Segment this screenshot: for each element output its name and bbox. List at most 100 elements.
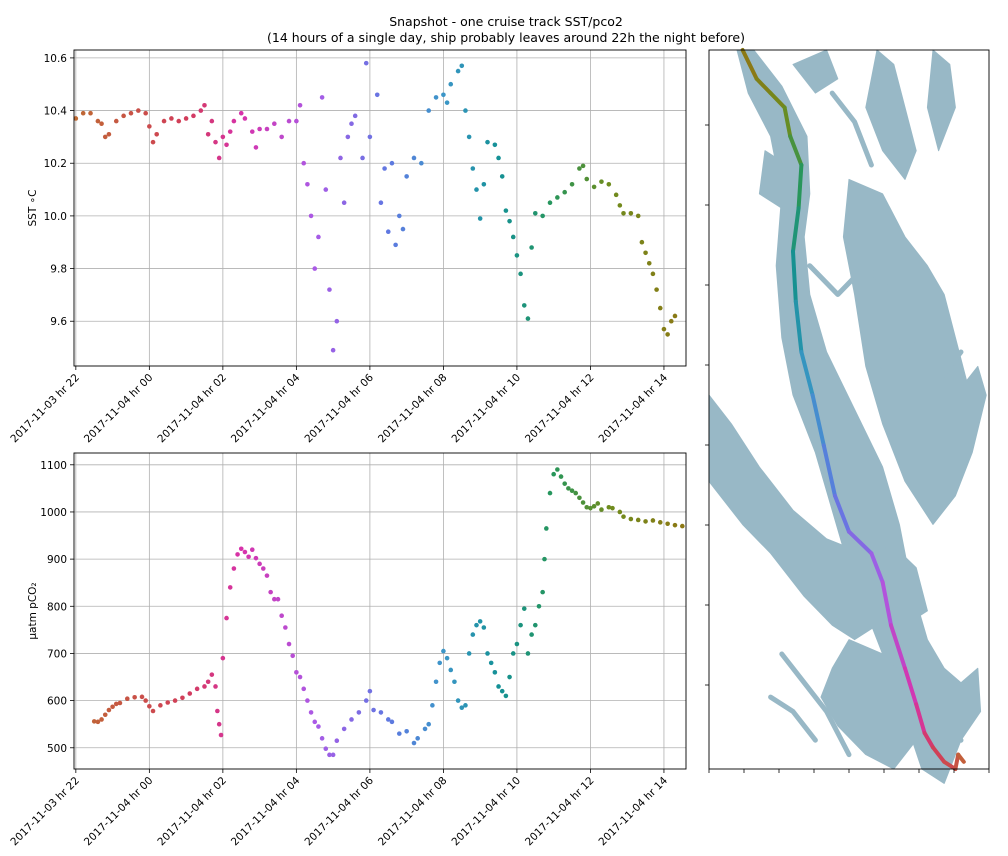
pco2-point xyxy=(591,503,597,509)
pco2-point xyxy=(547,490,553,496)
sst-point xyxy=(485,139,490,145)
sst-point xyxy=(385,229,391,234)
pco2-point xyxy=(110,704,115,710)
sst-point xyxy=(654,287,659,292)
sst-point xyxy=(102,134,108,140)
sst-point xyxy=(510,234,516,240)
pco2-xtick-label: 2017-11-04 hr 00 xyxy=(82,775,156,849)
pco2-point xyxy=(514,641,520,647)
pco2-point xyxy=(610,505,615,511)
sst-point xyxy=(238,110,244,116)
sst-point xyxy=(319,95,325,100)
pco2-point xyxy=(143,698,148,703)
pco2-point xyxy=(194,686,200,692)
pco2-point xyxy=(672,522,678,528)
pco2-point xyxy=(132,695,137,700)
pco2-point xyxy=(257,561,262,567)
pco2-point xyxy=(536,603,542,609)
pco2-point xyxy=(529,632,534,637)
sst-xtick-label: 2017-11-04 hr 06 xyxy=(302,371,376,445)
sst-xtick-label: 2017-11-03 hr 22 xyxy=(8,372,82,446)
sst-point xyxy=(562,189,568,195)
pco2-point xyxy=(316,724,321,729)
sst-point xyxy=(220,134,226,140)
sst-point xyxy=(161,118,167,124)
map-water xyxy=(926,49,956,152)
pco2-point xyxy=(635,517,641,523)
sst-ytick-label: 10.4 xyxy=(44,106,68,118)
pco2-point xyxy=(99,717,104,722)
pco2-point xyxy=(606,504,612,510)
map-track-segment xyxy=(791,249,798,304)
pco2-point xyxy=(172,698,178,703)
pco2-point xyxy=(224,615,229,621)
pco2-point xyxy=(657,520,663,525)
sst-point xyxy=(474,187,479,192)
sst-point xyxy=(459,63,465,69)
sst-point xyxy=(599,179,604,184)
pco2-point xyxy=(205,679,211,685)
map-track-segment xyxy=(914,702,927,736)
sst-point xyxy=(279,134,284,140)
sst-point xyxy=(231,118,237,124)
pco2-point xyxy=(363,698,369,703)
sst-point xyxy=(529,245,534,250)
sst-point xyxy=(400,226,406,232)
pco2-point xyxy=(566,486,571,491)
pco2-point xyxy=(113,701,119,707)
sst-point xyxy=(665,332,670,337)
pco2-point xyxy=(227,585,233,590)
map-channel xyxy=(779,651,852,758)
sst-point xyxy=(294,118,299,124)
sst-point xyxy=(301,160,307,166)
pco2-point xyxy=(117,700,123,706)
sst-point xyxy=(646,261,652,266)
sst-axes-frame xyxy=(73,49,687,367)
pco2-point xyxy=(297,674,303,680)
map-track-segment xyxy=(754,76,773,96)
sst-point xyxy=(113,118,119,124)
pco2-point xyxy=(650,518,656,523)
pco2-point xyxy=(139,694,145,700)
pco2-point xyxy=(411,740,417,746)
map-track-segment xyxy=(869,551,885,585)
pco2-point xyxy=(180,695,185,701)
map-track-segment xyxy=(768,91,787,110)
sst-xtick-label: 2017-11-04 hr 12 xyxy=(523,372,597,446)
sst-point xyxy=(242,116,248,121)
pco2-point xyxy=(272,596,277,602)
map-track-segment xyxy=(942,759,958,771)
figure-title: Snapshot - one cruise track SST/pco2 (14… xyxy=(0,14,1008,46)
sst-point xyxy=(249,129,255,134)
sst-point xyxy=(99,121,104,127)
sst-point xyxy=(507,218,512,224)
sst-ytick-label: 9.8 xyxy=(50,264,67,276)
sst-point xyxy=(257,126,262,132)
pco2-point xyxy=(356,710,362,715)
sst-point xyxy=(128,110,134,116)
map-track-segment xyxy=(833,493,851,534)
pco2-point xyxy=(102,712,108,718)
sst-point xyxy=(525,316,531,321)
pco2-point xyxy=(496,684,501,689)
sst-point xyxy=(426,108,432,113)
pco2-point xyxy=(680,523,685,529)
pco2-point xyxy=(91,719,97,724)
sst-xtick-label: 2017-11-04 hr 10 xyxy=(449,372,523,446)
pco2-point xyxy=(459,705,465,710)
pco2-point xyxy=(389,719,395,725)
map-track-segment xyxy=(956,752,966,764)
sst-point xyxy=(518,271,523,277)
pco2-point xyxy=(216,721,222,727)
map-track-segment xyxy=(931,745,947,764)
pco2-ytick-label: 600 xyxy=(47,696,67,708)
sst-point xyxy=(477,216,483,221)
pco2-point xyxy=(521,606,527,611)
sst-point xyxy=(297,103,303,108)
pco2-ylabel: μatm pCO₂ xyxy=(27,582,39,639)
pco2-point xyxy=(507,674,512,680)
sst-point xyxy=(496,155,501,161)
pco2-point xyxy=(283,625,288,630)
sst-point xyxy=(470,166,476,171)
